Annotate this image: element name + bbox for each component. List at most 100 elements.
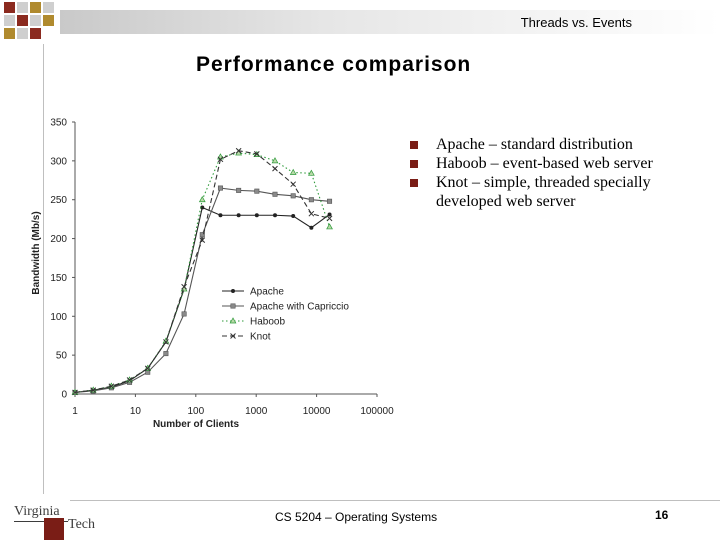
data-point [273,213,278,218]
university-logo: Virginia Tech [14,504,114,540]
legend-label: Apache with Capriccio [250,302,349,313]
data-point [198,195,206,203]
y-tick-label: 0 [61,390,67,401]
data-point [308,210,315,217]
logo-mark [44,518,64,540]
data-point [199,237,206,243]
series-line [74,187,330,393]
decor-square [43,15,54,26]
logo-text-tech: Tech [68,517,96,532]
data-point [72,389,78,396]
data-point [218,213,223,218]
data-point [272,165,278,172]
decor-square [30,2,41,13]
logo-text-virginia: Virginia [14,504,60,519]
data-point [126,377,133,383]
decor-square [17,15,28,26]
legend-label: Haboob [250,317,285,328]
data-point [230,333,236,339]
data-point [327,212,332,217]
data-point [291,214,296,219]
y-tick-label: 200 [50,234,67,245]
logo-line [14,521,68,522]
y-tick-label: 350 [50,118,67,129]
y-tick-label: 50 [56,351,68,362]
data-point [230,303,236,309]
footer-rule [70,500,720,501]
series-line [74,150,330,393]
footer-course: CS 5204 – Operating Systems [275,510,438,524]
legend-label: Apache [250,287,284,298]
data-point [289,168,297,175]
legend-label: Knot [250,332,271,343]
decor-square [43,2,54,13]
decor-square [30,28,41,39]
data-point [217,185,223,191]
y-tick-label: 150 [50,273,67,284]
data-point [290,193,296,199]
data-point [144,365,151,372]
data-point [272,191,278,197]
x-tick-label: 100 [187,406,204,417]
bullet-text: Knot – simple, threaded specially develo… [436,174,651,210]
data-point [307,169,315,176]
y-tick-label: 100 [50,312,67,323]
slide-title: Performance comparison [196,53,472,76]
page-number: 16 [655,508,669,522]
data-point [181,283,187,290]
series-line [74,152,331,393]
data-point [327,198,333,204]
data-point [163,339,169,345]
data-point [217,156,224,163]
chart-series [71,147,333,396]
x-tick-label: 1 [72,406,78,417]
data-point [309,225,314,230]
header-stripe [60,10,720,34]
bullet-square-icon [410,179,418,187]
data-point [163,351,169,357]
left-rule [43,44,44,494]
y-tick-label: 300 [50,156,67,167]
series-knot [72,147,333,396]
data-point [326,223,333,230]
data-point [231,289,235,293]
series-haboob [71,149,333,395]
chart-axes: 0 50 100 150 200 250 300 350 1 10 100 1000 10000 1000… [31,118,394,431]
chart-legend: Apache Apache with Capriccio Haboob Knot [222,287,349,343]
data-point [199,232,205,238]
decor-square [30,15,41,26]
data-point [271,157,279,164]
data-point [108,383,115,390]
bullet-list: Apache – standard distribution Haboob – … [408,135,708,211]
x-tick-label: 10000 [303,406,331,417]
data-point [200,205,205,210]
data-point [90,387,97,393]
bullet-text: Apache – standard distribution [436,136,633,153]
bullet-item: Apache – standard distribution [408,135,708,154]
data-point [326,215,333,222]
bullet-text: Haboob – event-based web server [436,155,653,172]
x-tick-label: 10 [130,406,142,417]
x-tick-label: 100000 [360,406,394,417]
data-point [290,181,297,188]
data-point [254,213,259,218]
x-tick-label: 1000 [245,406,268,417]
decor-square [4,15,15,26]
x-axis-title: Number of Clients [153,419,240,430]
data-point [308,197,314,203]
header-title: Threads vs. Events [520,15,632,30]
bullet-item: Knot – simple, threaded specially develo… [408,173,708,211]
data-point [229,317,237,324]
data-point [235,147,242,154]
y-axis-title: Bandwidth (Mb/s) [31,211,42,294]
data-point [236,187,242,193]
data-point [253,151,260,157]
bullet-square-icon [410,141,418,149]
y-tick-label: 250 [50,195,67,206]
data-point [254,188,260,194]
data-point [181,311,187,317]
decor-square [4,28,15,39]
decor-square [17,28,28,39]
bullet-item: Haboob – event-based web server [408,154,708,173]
